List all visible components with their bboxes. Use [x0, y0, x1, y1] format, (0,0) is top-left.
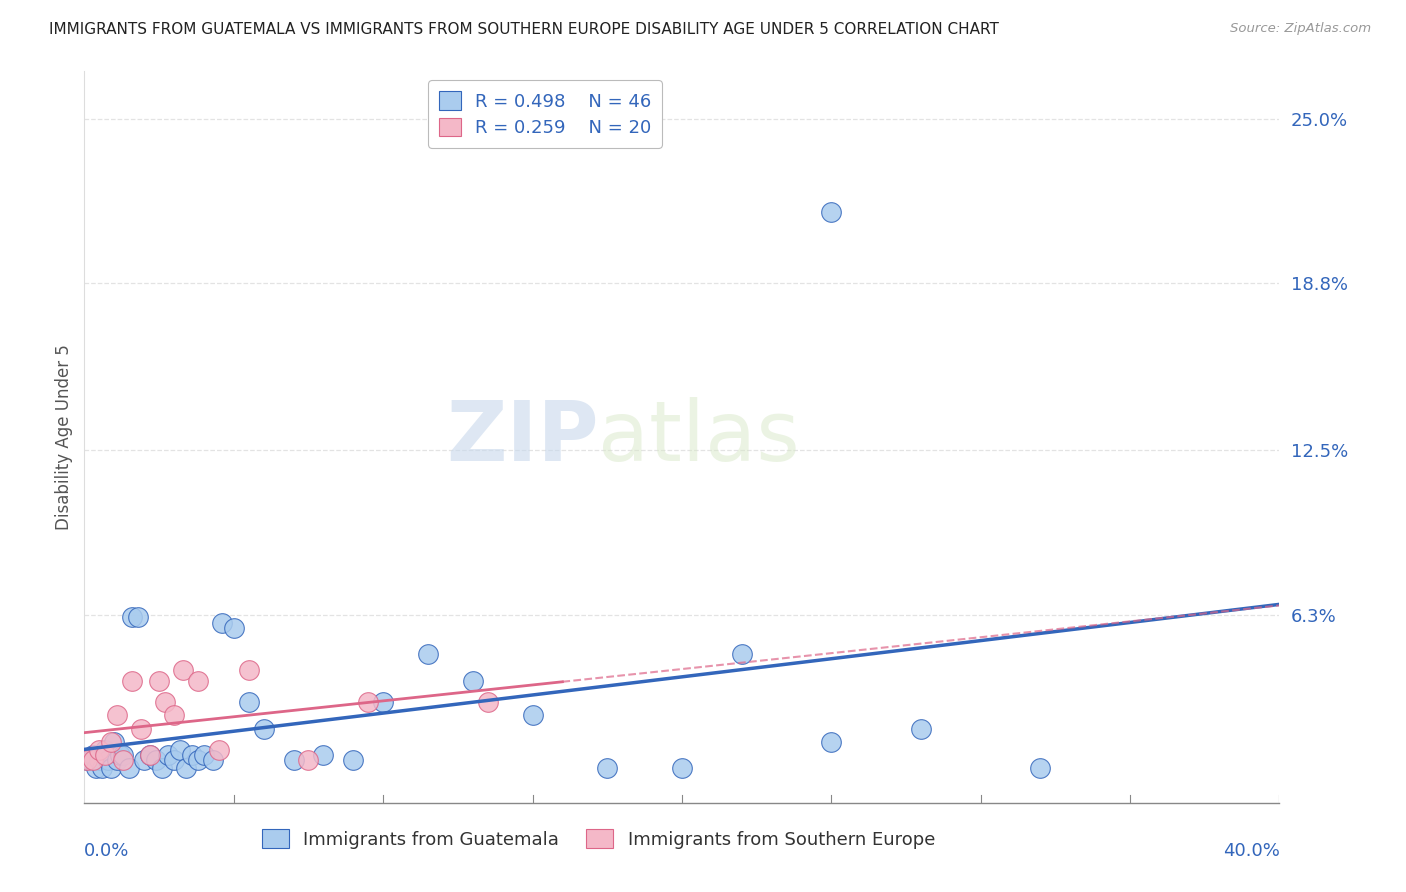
Point — [82, 748, 104, 763]
Point — [94, 748, 117, 763]
Point — [174, 761, 197, 775]
Point — [89, 743, 111, 757]
Point — [312, 748, 335, 763]
Point — [342, 753, 364, 767]
Point — [153, 695, 176, 709]
Point — [169, 743, 191, 757]
Point — [172, 663, 194, 677]
Point — [238, 663, 260, 677]
Point — [145, 753, 167, 767]
Point — [97, 753, 120, 767]
Point — [148, 673, 170, 688]
Point — [89, 753, 111, 767]
Point — [118, 761, 141, 775]
Point — [522, 708, 544, 723]
Point — [121, 673, 143, 688]
Point — [163, 753, 186, 767]
Point — [187, 753, 209, 767]
Point — [820, 204, 842, 219]
Point — [112, 753, 135, 767]
Legend: Immigrants from Guatemala, Immigrants from Southern Europe: Immigrants from Guatemala, Immigrants fr… — [254, 822, 942, 856]
Point — [357, 695, 380, 709]
Point — [163, 708, 186, 723]
Point — [671, 761, 693, 775]
Point — [94, 743, 117, 757]
Point — [110, 748, 132, 763]
Point — [100, 761, 122, 775]
Point — [211, 615, 233, 630]
Text: ZIP: ZIP — [446, 397, 599, 477]
Text: atlas: atlas — [599, 397, 800, 477]
Point — [103, 735, 125, 749]
Point — [283, 753, 305, 767]
Point — [181, 748, 204, 763]
Point — [477, 695, 499, 709]
Point — [1029, 761, 1052, 775]
Point — [105, 753, 128, 767]
Text: 40.0%: 40.0% — [1223, 842, 1279, 860]
Text: IMMIGRANTS FROM GUATEMALA VS IMMIGRANTS FROM SOUTHERN EUROPE DISABILITY AGE UNDE: IMMIGRANTS FROM GUATEMALA VS IMMIGRANTS … — [49, 22, 1000, 37]
Point — [157, 748, 180, 763]
Point — [208, 743, 231, 757]
Point — [731, 648, 754, 662]
Point — [910, 722, 932, 736]
Point — [121, 610, 143, 624]
Point — [139, 748, 162, 763]
Point — [596, 761, 619, 775]
Point — [373, 695, 395, 709]
Point — [132, 753, 156, 767]
Point — [820, 735, 842, 749]
Y-axis label: Disability Age Under 5: Disability Age Under 5 — [55, 344, 73, 530]
Point — [416, 648, 439, 662]
Text: Source: ZipAtlas.com: Source: ZipAtlas.com — [1230, 22, 1371, 36]
Point — [91, 761, 114, 775]
Point — [222, 621, 245, 635]
Point — [127, 610, 149, 624]
Point — [201, 753, 224, 767]
Point — [76, 753, 98, 767]
Point — [76, 753, 98, 767]
Point — [112, 748, 135, 763]
Point — [139, 748, 162, 763]
Point — [193, 748, 215, 763]
Point — [297, 753, 319, 767]
Point — [105, 708, 128, 723]
Point — [253, 722, 276, 736]
Point — [187, 673, 209, 688]
Point — [86, 761, 108, 775]
Point — [238, 695, 260, 709]
Text: 0.0%: 0.0% — [84, 842, 129, 860]
Point — [100, 735, 122, 749]
Point — [129, 722, 152, 736]
Point — [150, 761, 173, 775]
Point — [79, 753, 101, 767]
Point — [461, 673, 484, 688]
Point — [82, 753, 104, 767]
